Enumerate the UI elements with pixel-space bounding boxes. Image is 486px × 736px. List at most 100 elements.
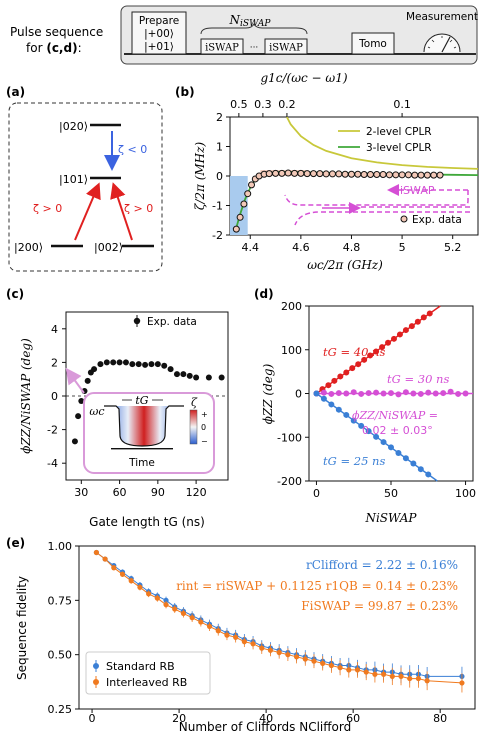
d-point — [328, 401, 335, 408]
b-exp-point — [236, 213, 244, 221]
plot-e-xlabel: Number of Cliffords NClifford — [179, 720, 351, 734]
iswap-box-2 — [264, 38, 308, 55]
b-exp-point — [297, 169, 305, 177]
d-point — [349, 365, 356, 372]
e-point — [285, 652, 291, 658]
e-point — [320, 660, 326, 666]
e-xtick-label: 40 — [259, 712, 273, 725]
b-ytick-label: -1 — [212, 200, 223, 213]
e-xtick-label: 0 — [89, 712, 96, 725]
inset-colorbar — [189, 409, 198, 445]
e-point — [346, 667, 352, 673]
legend-expdata-label: Exp. data — [412, 214, 462, 226]
d-point — [417, 466, 424, 473]
b-exp-point — [398, 171, 406, 179]
c-exp-point — [116, 359, 123, 366]
c-exp-point — [135, 361, 142, 368]
d-point — [402, 455, 409, 462]
b-xtick-label: 5 — [399, 241, 406, 254]
plot-c-ylabel: ϕZZ/NiSWAP (deg) — [19, 338, 33, 454]
e-point — [250, 641, 256, 647]
annotation-phi-line1: ϕZZ/NiSWAP = — [352, 409, 438, 422]
plot-b-legend: 2-level CPLR 3-level CPLR Exp. data — [338, 126, 462, 226]
zeta-positive-arrow-left — [74, 182, 101, 241]
d-point — [426, 310, 433, 317]
d-ytick-label: 200 — [281, 300, 302, 313]
d-point — [402, 327, 409, 334]
c-exp-point — [186, 372, 193, 379]
e-point — [206, 623, 213, 630]
b-exp-point — [244, 190, 252, 198]
b-exp-point — [316, 170, 324, 178]
inset-tg-label: tG — [135, 394, 148, 407]
b-exp-point — [360, 171, 368, 179]
b-exp-point — [335, 170, 343, 178]
b-exp-point — [436, 171, 444, 179]
n-iswap-label: NiSWAP — [229, 13, 272, 29]
inset-plus-label: + — [201, 410, 208, 419]
annotation-r-int: rint = riSWAP + 0.1125 r1QB = 0.14 ± 0.2… — [176, 579, 458, 593]
c-xtick-label: 120 — [186, 486, 207, 499]
d-point — [373, 433, 380, 440]
d-point — [432, 390, 439, 397]
b-exp-point — [322, 170, 330, 178]
panel-d: (d) 0 50 100 -200 -100 0 100 200 tG = 40 ns tG … — [254, 287, 476, 525]
b-exp-point — [385, 171, 393, 179]
d-point — [440, 390, 447, 397]
d-point — [325, 382, 332, 389]
plot-d-ylabel: ϕZZ (deg) — [261, 363, 275, 424]
d-point — [410, 390, 417, 397]
d-point — [402, 389, 409, 396]
plot-b-ylabel: ζ/2π (MHz) — [193, 142, 207, 211]
d-point — [395, 450, 402, 456]
e-point — [267, 647, 274, 653]
b-exp-point — [248, 181, 256, 189]
d-point — [343, 390, 350, 397]
c-exp-point — [103, 359, 110, 366]
panel-d-label: (d) — [254, 287, 274, 301]
e-fit-line-1 — [96, 552, 462, 684]
inset-pointer-arrow — [65, 367, 85, 394]
e-ytick-label: 0.25 — [48, 703, 73, 716]
e-ytick-label: 1.00 — [48, 540, 73, 553]
b-exp-point — [366, 171, 374, 179]
d-point — [373, 348, 380, 355]
annotation-t40: tG = 40 ns — [323, 345, 385, 359]
e-point — [363, 669, 369, 675]
e-point — [354, 667, 361, 673]
d-point — [388, 444, 394, 451]
panel-b: (b) g1c/(ωc − ω1) 4.4 4.6 4.8 5 5.2 -2 -1 0 1 2 0.… — [175, 71, 479, 272]
d-ytick-label: 0 — [295, 388, 302, 401]
d-point — [455, 390, 462, 397]
d-point — [380, 439, 387, 446]
d-ytick-label: -200 — [277, 475, 302, 488]
d-point — [358, 390, 365, 397]
legend-3level-label: 3-level CPLR — [366, 142, 432, 154]
d-point — [343, 411, 350, 418]
b-ytick-label: -2 — [212, 229, 223, 242]
d-point — [343, 369, 350, 376]
e-xtick-label: 60 — [346, 712, 360, 725]
e-fit-line-0 — [96, 552, 462, 677]
panel-c: (c) 30 60 90 120 -4 -2 0 2 4 Exp. data ωc tG Tim… — [6, 287, 229, 529]
d-xtick-label: 100 — [455, 487, 476, 500]
e-point — [259, 645, 265, 651]
e-ytick-label: 0.50 — [48, 649, 73, 662]
inset-zeta-label: ζ — [191, 396, 198, 409]
e-point — [154, 595, 160, 601]
b-exp-point — [392, 171, 400, 179]
prepare-label: Prepare — [139, 15, 179, 27]
zeta-positive-label-left: ζ > 0 — [33, 202, 62, 215]
d-point — [388, 390, 394, 397]
e-ytick-label: 0.75 — [48, 594, 73, 607]
b-top-tick-label: 0.3 — [254, 98, 272, 111]
annotation-phi-line2: 0.02 ± 0.03° — [362, 424, 433, 437]
shaded-region — [230, 176, 248, 235]
legend-expdata-c-marker — [133, 317, 141, 325]
c-ytick-label: -4 — [47, 457, 58, 470]
pulse-shape — [104, 405, 184, 447]
inset-time-label: Time — [128, 457, 155, 469]
d-point — [355, 361, 362, 368]
c-exp-point — [142, 361, 149, 368]
d-point — [313, 390, 320, 397]
